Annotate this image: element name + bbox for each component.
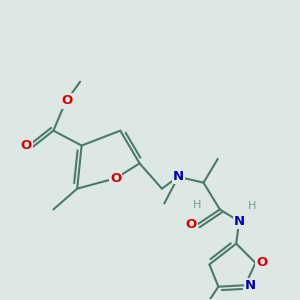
Text: H: H [194, 200, 202, 210]
Text: O: O [185, 218, 197, 231]
Text: N: N [173, 170, 184, 183]
Text: O: O [20, 139, 32, 152]
Text: O: O [110, 172, 122, 185]
Text: O: O [256, 256, 268, 269]
Text: N: N [234, 215, 245, 228]
Text: H: H [248, 202, 257, 212]
Text: O: O [61, 94, 72, 107]
Text: N: N [245, 279, 256, 292]
